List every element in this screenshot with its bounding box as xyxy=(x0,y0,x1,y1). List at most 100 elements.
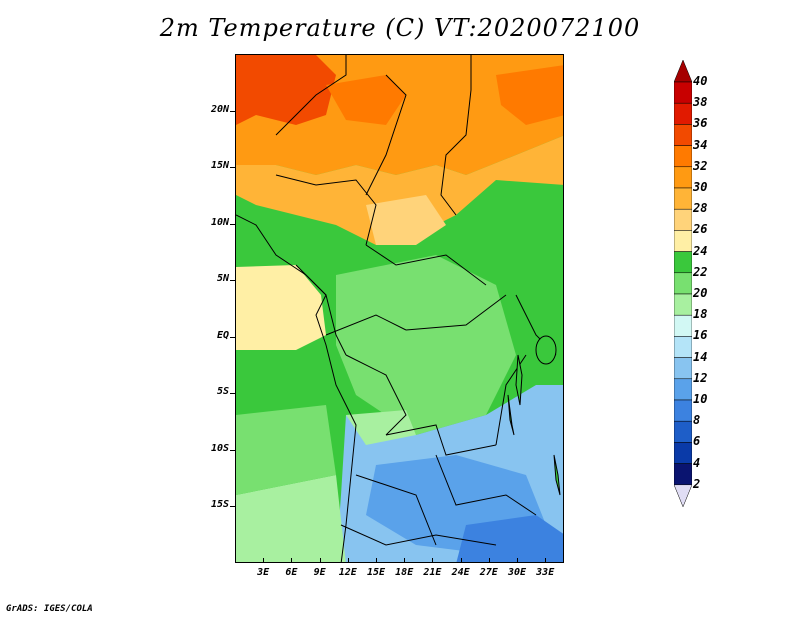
colorbar-segment xyxy=(674,420,692,443)
lake-victoria xyxy=(535,335,557,365)
transition-zone xyxy=(346,410,416,445)
colorbar-tick-label: 22 xyxy=(693,264,708,279)
lake-tanganyika xyxy=(507,394,515,436)
lon-tick-label: 15E xyxy=(366,567,386,578)
lon-tick-mark xyxy=(376,558,377,563)
colorbar-segment xyxy=(674,357,692,380)
warm-zone xyxy=(236,135,563,245)
colorbar-segment xyxy=(674,378,692,401)
lon-tick-mark xyxy=(347,558,349,563)
lon-tick-label: 30E xyxy=(507,567,527,578)
lat-tick-mark xyxy=(230,393,235,395)
lon-tick-mark xyxy=(545,558,547,563)
lon-tick-label: 9E xyxy=(313,567,326,578)
lon-tick-mark xyxy=(488,558,490,563)
colorbar-tick-label: 16 xyxy=(693,328,708,343)
lat-tick-mark xyxy=(230,336,235,338)
colorbar-tick-label: 30 xyxy=(693,180,708,194)
colorbar-segment xyxy=(674,187,692,210)
lat-tick-label: 10N xyxy=(210,216,229,228)
lat-tick-mark xyxy=(230,167,235,169)
lat-tick-label: 15N xyxy=(210,160,229,172)
south-atlantic-mild xyxy=(236,475,346,562)
colorbar-segment xyxy=(674,230,692,252)
lon-tick-mark xyxy=(319,558,321,563)
colorbar-segment xyxy=(674,463,692,486)
colorbar-tick-label: 14 xyxy=(693,349,708,364)
colorbar-tick-label: 8 xyxy=(693,413,701,428)
hot-zone-center xyxy=(326,75,406,125)
colorbar-segment xyxy=(674,166,692,189)
lat-tick-mark xyxy=(230,223,235,225)
colorbar-tick-label: 12 xyxy=(693,370,708,385)
colorbar-segment xyxy=(674,442,692,464)
colorbar-segment xyxy=(674,272,692,295)
colorbar-bottom-arrow xyxy=(674,484,692,508)
lon-tick-mark xyxy=(460,558,462,563)
lon-tick-mark xyxy=(404,558,406,563)
coolest-zone xyxy=(456,515,563,562)
lon-tick-mark xyxy=(263,558,265,563)
colorbar-tick-label: 36 xyxy=(693,116,708,131)
colorbar-tick-label: 38 xyxy=(693,95,708,110)
lat-tick-mark xyxy=(230,449,235,451)
hottest-zone-west xyxy=(236,55,336,125)
lat-tick-mark xyxy=(230,110,235,112)
colorbar-tick-label: 6 xyxy=(693,434,701,449)
lat-tick-label: EQ xyxy=(216,329,229,341)
lat-tick-label: 10S xyxy=(210,442,229,454)
map-panel xyxy=(235,54,564,563)
colorbar-segment xyxy=(674,208,692,231)
gulf-of-guinea-warm xyxy=(236,265,326,350)
lat-tick-label: 15S xyxy=(210,499,229,511)
colorbar-segment xyxy=(674,399,692,422)
colorbar-tick-label: 32 xyxy=(693,158,708,173)
colorbar-tick-label: 40 xyxy=(693,74,708,88)
lon-tick-mark xyxy=(291,558,293,563)
lake-malawi xyxy=(553,454,561,496)
lat-tick-label: 20N xyxy=(210,103,229,115)
colorbar-tick-label: 2 xyxy=(693,476,701,491)
lat-tick-label: 5S xyxy=(216,386,229,398)
lon-tick-label: 27E xyxy=(479,567,498,578)
lon-tick-label: 21E xyxy=(423,567,442,578)
warm-zone-chad xyxy=(366,195,446,245)
colorbar-segment xyxy=(674,293,692,316)
colorbar-segment xyxy=(674,102,692,125)
grads-credit: GrADS: IGES/COLA xyxy=(6,604,93,614)
colorbar-segment xyxy=(674,336,692,358)
temperature-map xyxy=(236,55,563,562)
lon-tick-label: 24E xyxy=(451,567,470,578)
lon-tick-label: 6E xyxy=(285,567,298,578)
colorbar-tick-label: 4 xyxy=(693,455,701,470)
coastline xyxy=(236,214,357,562)
lon-tick-label: 18E xyxy=(395,567,414,578)
colorbar-tick-label: 20 xyxy=(693,286,708,300)
colorbar-segment xyxy=(674,314,692,337)
colorbar-tick-label: 24 xyxy=(693,243,708,258)
lon-tick-label: 12E xyxy=(338,567,357,578)
lat-tick-mark xyxy=(230,280,235,282)
colorbar-segment xyxy=(674,124,692,146)
colorbar-top-arrow xyxy=(674,60,692,83)
lake-albert xyxy=(515,354,523,406)
colorbar-segment xyxy=(674,145,692,168)
lon-tick-mark xyxy=(432,558,434,563)
lon-tick-label: 33E xyxy=(536,567,555,578)
lat-tick-mark xyxy=(230,506,235,508)
colorbar-tick-label: 10 xyxy=(693,392,708,406)
lon-tick-label: 3E xyxy=(257,567,270,578)
atlantic-mild xyxy=(236,405,336,495)
colorbar-tick-label: 18 xyxy=(693,307,708,322)
hot-zone-east xyxy=(496,65,563,125)
chart-title: 2m Temperature (C) VT:2020072100 xyxy=(159,14,641,42)
colorbar-segment xyxy=(674,251,692,274)
lon-tick-mark xyxy=(517,558,518,563)
lat-tick-label: 5N xyxy=(216,273,229,285)
colorbar-tick-label: 34 xyxy=(693,137,708,152)
colorbar xyxy=(674,60,692,508)
colorbar-tick-label: 26 xyxy=(693,222,708,237)
colorbar-segment xyxy=(674,81,692,104)
central-basin-mild xyxy=(336,255,516,435)
colorbar-tick-label: 28 xyxy=(693,201,708,216)
